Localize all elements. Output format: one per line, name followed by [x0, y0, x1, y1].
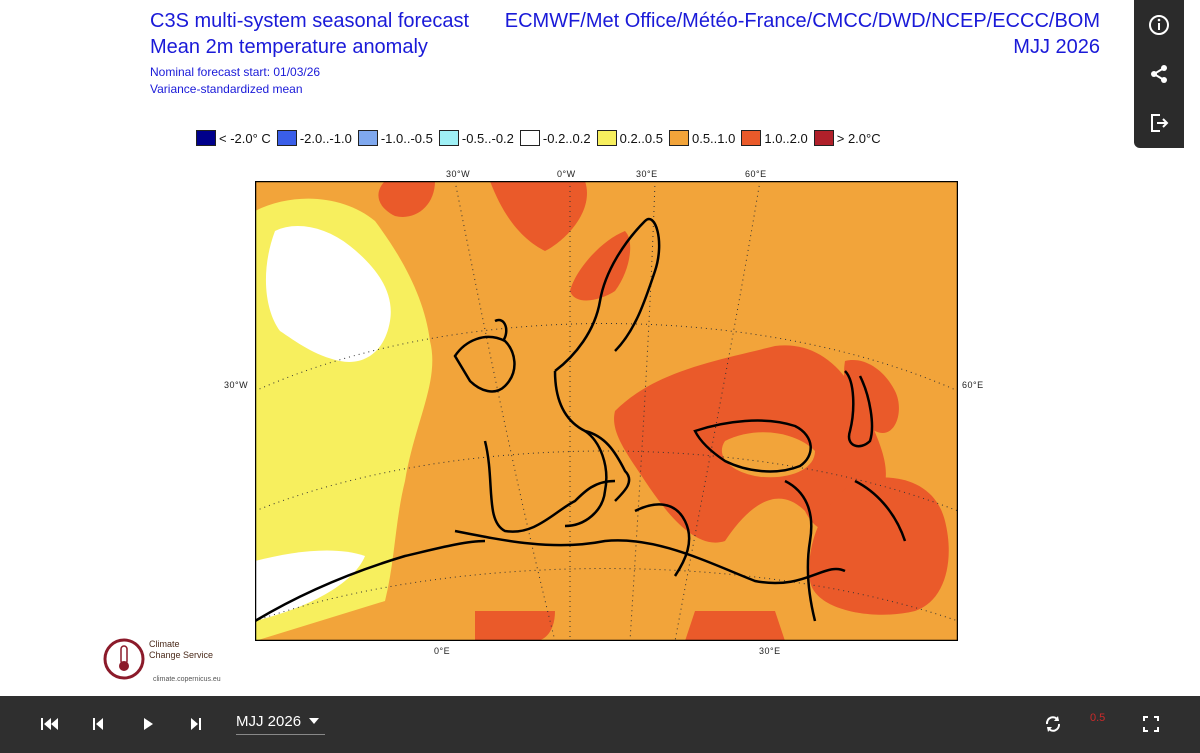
fullscreen-icon — [1143, 716, 1159, 732]
legend-label: < -2.0° C — [219, 130, 271, 146]
info-button[interactable] — [1144, 10, 1174, 40]
scandinavia-red-zone — [570, 231, 631, 301]
info-icon — [1149, 15, 1169, 35]
atlantic-neutral-zone — [265, 226, 391, 362]
north-africa-red-zone — [475, 611, 555, 641]
legend-swatch — [357, 130, 378, 146]
title-block: C3S multi-system seasonal forecast Mean … — [150, 8, 469, 98]
axis-label-bottom-1: 0°E — [434, 646, 451, 656]
play-icon — [144, 718, 153, 730]
map-svg — [255, 181, 958, 641]
title-right-block: ECMWF/Met Office/Météo-France/CMCC/DWD/N… — [505, 8, 1100, 60]
speed-indicator[interactable]: 0.5 — [1090, 712, 1106, 724]
share-button[interactable] — [1144, 59, 1174, 89]
player-controls: MJJ 2026 0.5 — [0, 696, 1200, 753]
map-frame — [255, 181, 958, 641]
step-back-icon — [93, 718, 103, 730]
copernicus-logo: Climate Change Service climate.copernicu… — [101, 634, 231, 690]
legend-label: -0.2..0.2 — [542, 130, 591, 146]
legend-label: -0.5..-0.2 — [461, 130, 514, 146]
export-button[interactable] — [1144, 108, 1174, 138]
side-panel — [1134, 0, 1184, 148]
legend-item: < -2.0° C — [196, 130, 271, 146]
black-sea-zone — [721, 432, 815, 478]
chart-title: C3S multi-system seasonal forecast — [150, 10, 470, 32]
graticule — [255, 181, 958, 641]
legend-swatch — [596, 130, 617, 146]
chevron-down-icon — [309, 718, 320, 724]
loop-button[interactable] — [1040, 709, 1066, 739]
sahara-red-zone — [685, 611, 785, 641]
legend-item: -1.0..-0.5 — [357, 130, 433, 146]
temperature-anomaly-map — [255, 181, 958, 641]
legend-item: -0.2..0.2 — [519, 130, 591, 146]
axis-label-right: 60°E — [962, 380, 984, 390]
skip-first-icon — [41, 718, 58, 730]
thermometer-logo-icon — [103, 638, 145, 680]
legend-swatch — [519, 130, 540, 146]
axis-label-bottom-2: 30°E — [759, 646, 781, 656]
coastlines — [255, 217, 907, 623]
legend-item: -0.5..-0.2 — [438, 130, 514, 146]
skip-first-button[interactable] — [36, 709, 62, 739]
logo-url: climate.copernicus.eu — [153, 676, 221, 683]
chart-variable: Mean 2m temperature anomaly — [150, 36, 428, 58]
legend-item: -2.0..-1.0 — [276, 130, 352, 146]
legend-swatch — [276, 130, 297, 146]
play-button[interactable] — [136, 709, 160, 739]
caspian-red-zone — [844, 360, 899, 433]
north-atlantic-red-zone — [490, 181, 587, 251]
forecast-start: Nominal forecast start: 01/03/26 — [150, 65, 321, 79]
axis-label-left: 30°W — [224, 380, 249, 390]
period-select[interactable]: MJJ 2026 — [236, 708, 326, 735]
logo-line2: Change Service — [149, 650, 214, 660]
legend-label: 0.5..1.0 — [691, 130, 736, 146]
legend-swatch — [438, 130, 459, 146]
legend-label: -1.0..-0.5 — [380, 130, 433, 146]
step-forward-icon — [191, 718, 201, 730]
period-select-value: MJJ 2026 — [236, 712, 302, 730]
legend-item: 0.5..1.0 — [668, 130, 736, 146]
share-icon — [1151, 65, 1167, 83]
axis-label-top-1: 30°W — [446, 169, 471, 179]
forecast-period: MJJ 2026 — [1013, 36, 1100, 58]
legend-label: -2.0..-1.0 — [299, 130, 352, 146]
export-icon — [1151, 114, 1169, 132]
legend-swatch — [668, 130, 689, 146]
legend-swatch — [741, 130, 762, 146]
legend-item: 1.0..2.0 — [741, 130, 808, 146]
forecast-systems: ECMWF/Met Office/Météo-France/CMCC/DWD/N… — [504, 10, 1100, 32]
loop-icon — [1045, 716, 1061, 732]
logo-text: Climate Change Service — [149, 639, 213, 661]
fullscreen-button[interactable] — [1138, 709, 1164, 739]
logo-line1: Climate — [149, 639, 180, 649]
greenland-red-zone — [378, 181, 435, 217]
southwest-neutral-zone — [255, 550, 365, 621]
legend-label: 1.0..2.0 — [764, 130, 808, 146]
axis-label-top-4: 60°E — [745, 169, 767, 179]
legend-label: 0.2..0.5 — [619, 130, 663, 146]
step-forward-button[interactable] — [184, 709, 208, 739]
axis-label-top-2: 0°W — [557, 169, 576, 179]
legend-item: 0.2..0.5 — [596, 130, 663, 146]
legend-label: > 2.0°C — [836, 130, 881, 146]
legend-swatch — [813, 130, 834, 146]
middle-east-red-zone — [809, 477, 949, 615]
axis-label-top-3: 30°E — [636, 169, 658, 179]
legend-item: > 2.0°C — [813, 130, 881, 146]
forecast-method: Variance-standardized mean — [150, 82, 303, 96]
step-back-button[interactable] — [86, 709, 110, 739]
legend-swatch — [196, 130, 216, 146]
color-legend: < -2.0° C -2.0..-1.0 -1.0..-0.5 -0.5..-0.2 -… — [196, 130, 887, 146]
